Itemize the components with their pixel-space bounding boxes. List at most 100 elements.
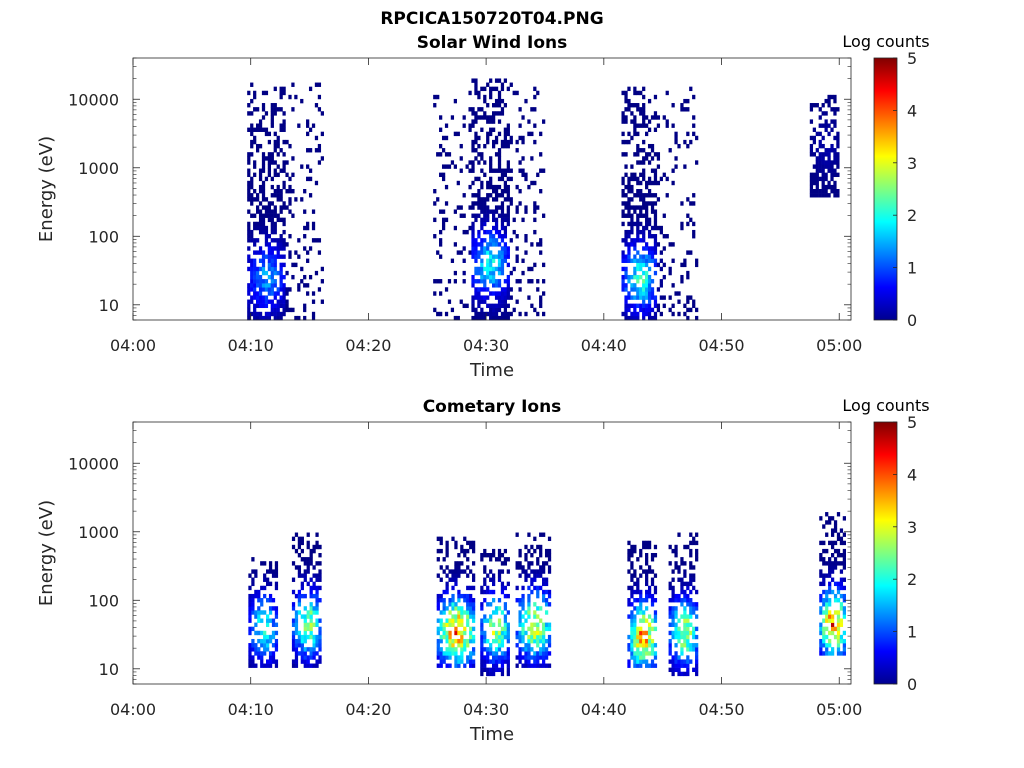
heat-cell xyxy=(264,279,269,284)
heat-cell xyxy=(630,238,634,243)
heat-cell xyxy=(506,659,510,664)
heat-cell xyxy=(264,299,269,304)
heat-cell xyxy=(276,270,280,276)
heat-cell xyxy=(318,553,322,558)
heat-cell xyxy=(636,311,640,317)
heat-cell xyxy=(315,573,319,578)
heat-cell xyxy=(273,103,277,108)
heat-cell xyxy=(500,295,505,300)
heat-cell xyxy=(674,561,678,566)
heat-cell xyxy=(830,540,835,546)
heat-cell xyxy=(460,618,464,623)
heat-cell xyxy=(818,115,822,120)
heat-cell xyxy=(825,602,829,607)
heat-cell xyxy=(812,180,816,186)
heat-cell xyxy=(815,164,819,169)
heat-cell xyxy=(282,303,286,309)
heat-cell xyxy=(630,205,634,210)
heat-cell xyxy=(627,258,631,263)
heat-cell xyxy=(539,152,543,157)
heat-cell xyxy=(497,618,502,623)
heat-cell xyxy=(621,250,625,255)
heat-cell xyxy=(668,630,672,636)
heat-cell xyxy=(627,197,631,202)
heat-cell xyxy=(630,561,634,566)
heat-cell xyxy=(692,540,696,546)
heat-cell xyxy=(630,643,634,648)
heat-cell xyxy=(527,638,531,644)
heat-cell xyxy=(264,229,269,235)
heat-cell xyxy=(624,299,628,304)
heat-cell xyxy=(279,262,283,268)
heat-cell xyxy=(247,90,251,96)
heat-cell xyxy=(825,561,829,566)
heat-cell xyxy=(503,593,508,599)
heat-cell xyxy=(447,279,452,284)
heat-cell xyxy=(645,156,649,161)
heat-cell xyxy=(636,160,640,165)
heat-cell xyxy=(636,626,640,632)
heat-cell xyxy=(471,107,475,112)
heat-cell xyxy=(264,254,269,259)
heat-cell xyxy=(836,622,841,627)
heat-cell xyxy=(815,172,819,178)
x-axis-label: Time xyxy=(469,724,514,745)
heat-cell xyxy=(267,168,272,173)
heat-cell xyxy=(274,573,279,578)
heat-cell xyxy=(503,659,508,664)
heat-cell xyxy=(492,258,496,263)
heat-cell xyxy=(317,82,322,87)
heat-cell xyxy=(494,152,499,157)
heat-cell xyxy=(497,303,502,309)
heat-cell xyxy=(539,238,543,243)
heat-cell xyxy=(450,258,455,263)
heat-cell xyxy=(497,131,502,137)
heat-cell xyxy=(483,250,487,255)
heat-cell xyxy=(839,553,844,558)
heat-cell xyxy=(533,180,537,186)
heat-cell xyxy=(633,193,637,198)
heat-cell xyxy=(633,205,637,210)
heat-cell xyxy=(264,127,269,132)
heat-cell xyxy=(506,671,510,677)
heat-cell xyxy=(833,156,837,161)
heat-cell xyxy=(830,119,834,124)
heat-cell xyxy=(312,585,316,591)
heat-cell xyxy=(542,119,546,124)
heat-cell xyxy=(836,589,841,595)
heat-cell xyxy=(465,229,469,235)
heat-cell xyxy=(647,589,652,595)
heat-cell xyxy=(500,262,505,268)
heat-cell xyxy=(480,217,484,223)
heat-cell xyxy=(257,651,261,656)
heat-cell xyxy=(671,311,675,317)
heat-cell xyxy=(453,164,457,169)
heat-cell xyxy=(457,614,461,619)
heat-cell xyxy=(636,287,640,292)
heat-cell xyxy=(819,569,823,574)
heat-cell xyxy=(318,643,322,648)
heat-cell xyxy=(489,86,493,92)
heat-cell xyxy=(258,172,263,178)
heat-cell xyxy=(492,622,496,627)
heat-cell xyxy=(639,213,643,218)
heat-cell xyxy=(312,655,316,660)
heat-cell xyxy=(451,614,455,619)
heat-cell xyxy=(642,234,646,239)
heat-cell xyxy=(674,622,678,627)
heat-cell xyxy=(294,532,299,537)
heat-cell xyxy=(258,303,263,309)
heat-cell xyxy=(254,614,258,619)
heat-cell xyxy=(445,606,449,611)
heat-cell xyxy=(680,598,684,603)
heat-cell xyxy=(642,540,646,546)
heat-cell xyxy=(471,663,476,668)
heat-cell xyxy=(497,279,502,284)
heat-cell xyxy=(645,262,649,268)
heat-cell xyxy=(469,630,473,636)
colorbar-tick-label: 5 xyxy=(907,49,917,68)
heat-cell xyxy=(839,651,844,656)
heat-cell xyxy=(315,561,319,566)
heat-cell xyxy=(621,274,625,280)
heat-cell xyxy=(830,94,834,100)
